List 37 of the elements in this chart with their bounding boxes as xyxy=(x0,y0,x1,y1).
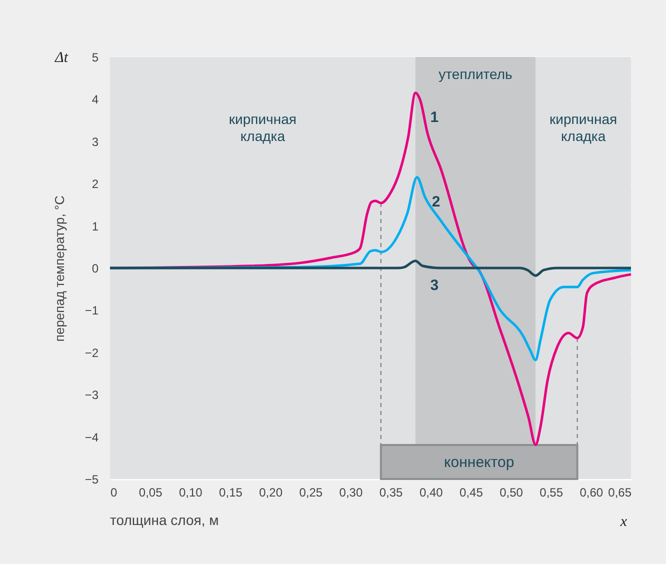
x-tick-label: 0,60 xyxy=(580,486,604,500)
x-tick-label: 0,65 xyxy=(608,486,632,500)
y-tick-label: 5 xyxy=(92,50,99,64)
x-tick-label: 0,10 xyxy=(178,486,203,500)
y-tick-label: 0 xyxy=(92,262,99,276)
y-tick-label: −3 xyxy=(84,388,99,402)
x-tick-label: 0,25 xyxy=(299,486,323,500)
x-tick-label: 0,35 xyxy=(379,486,404,500)
x-tick-label: 0,50 xyxy=(500,486,524,500)
y-tick-label: 2 xyxy=(92,177,99,192)
band-label: кирпичная кладка xyxy=(550,111,618,144)
series-label: 1 xyxy=(430,108,439,126)
series-label: 2 xyxy=(432,193,440,210)
y-tick-label: −2 xyxy=(84,346,99,360)
x-tick-label: 0,30 xyxy=(339,486,363,500)
x-axis-title: толщина слоя, м xyxy=(110,512,219,528)
x-tick-label: 0 xyxy=(110,486,118,500)
y-tick-label: 3 xyxy=(92,134,99,149)
x-tick-label: 0,40 xyxy=(419,486,444,500)
band-label: утеплитель xyxy=(438,66,512,82)
y-tick-label: 1 xyxy=(92,219,99,234)
x-tick-label: 0,45 xyxy=(460,486,484,500)
y-tick-label: −5 xyxy=(84,472,99,486)
text: x xyxy=(619,514,628,530)
band-label: коннектор xyxy=(444,454,514,471)
x-tick-label: 0,55 xyxy=(540,486,564,500)
y-tick-label: −1 xyxy=(84,304,99,318)
x-tick-label: 0,20 xyxy=(259,486,283,500)
y-tick-label: −4 xyxy=(84,430,99,444)
x-tick-label: 0,05 xyxy=(138,486,163,500)
y-axis-title: перепад температур, °C xyxy=(52,195,67,342)
text: Δt xyxy=(54,50,69,66)
line-series xyxy=(108,260,632,277)
series-label: 3 xyxy=(430,276,439,294)
x-tick-label: 0,15 xyxy=(219,486,243,500)
band-label: кирпичная кладка xyxy=(228,111,296,144)
y-tick-label: 4 xyxy=(92,92,99,107)
